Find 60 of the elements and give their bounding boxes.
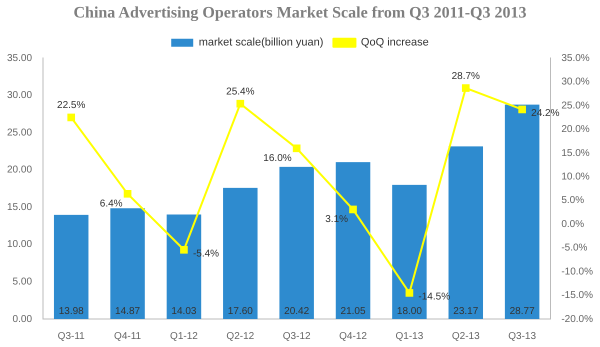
data-label: 21.05: [340, 306, 366, 317]
point: [518, 106, 526, 114]
x-tick-label: Q3-12: [282, 330, 312, 342]
y2-tick-label: 25.0%: [561, 100, 590, 112]
x-tick-label: Q3-13: [508, 330, 536, 342]
y-tick-label: 0.00: [12, 314, 32, 325]
x-tick-label: Q1-13: [396, 330, 424, 342]
point: [349, 206, 357, 214]
chart-title: China Advertising Operators Market Scale from Q3 2011-Q3 2013: [74, 4, 526, 22]
x-tick-label: Q3-11: [58, 330, 86, 342]
data-label: 20.42: [284, 306, 310, 317]
y2-tick-label: 0.0%: [561, 218, 584, 230]
x-tick-label: Q1-12: [170, 330, 198, 342]
x-tick-label: Q2-13: [452, 330, 480, 342]
y-tick-label: 30.00: [6, 90, 32, 102]
data-label: 13.98: [58, 306, 84, 317]
x-tick-label: Q4-12: [339, 330, 368, 342]
bar: [110, 208, 145, 319]
data-label: 22.5%: [57, 100, 86, 112]
x-tick-label: Q4-11: [114, 330, 142, 342]
y-tick-label: 5.00: [12, 276, 32, 288]
point: [124, 190, 132, 198]
data-label: 18.00: [396, 306, 422, 317]
y2-tick-label: 15.0%: [561, 148, 590, 159]
x-tick-label: Q2-12: [226, 330, 255, 342]
bar: [223, 188, 258, 319]
y2-tick-label: 5.0%: [561, 195, 584, 206]
point: [67, 114, 76, 122]
y2-tick-label: 30.0%: [561, 76, 590, 88]
legend-label: market scale(billion yuan): [198, 36, 324, 49]
data-label: 28.77: [510, 306, 536, 317]
y-tick-label: 10.00: [6, 239, 32, 250]
data-label: 23.17: [453, 306, 479, 317]
data-label: 14.87: [115, 306, 141, 317]
data-label: 6.4%: [100, 198, 123, 210]
point: [236, 100, 244, 108]
y2-tick-label: 10.0%: [561, 171, 590, 182]
y-tick-label: 15.00: [6, 202, 32, 213]
data-label: 28.7%: [452, 70, 480, 82]
y-tick-label: 20.00: [6, 164, 32, 176]
legend-label: QoQ increase: [360, 36, 429, 49]
point: [406, 289, 414, 297]
point: [180, 246, 188, 254]
data-label: 14.03: [171, 306, 197, 317]
y-tick-label: 25.00: [6, 127, 32, 138]
data-label: 16.0%: [263, 153, 292, 164]
y2-tick-label: 35.0%: [561, 52, 590, 64]
data-label: 17.60: [228, 306, 254, 317]
point: [462, 84, 470, 92]
y-tick-label: 35.00: [6, 52, 32, 64]
y2-tick-label: -5.0%: [561, 242, 588, 254]
y2-tick-label: -15.0%: [561, 290, 594, 302]
bar: [54, 214, 88, 319]
bar: [279, 166, 314, 319]
y2-tick-label: 20.0%: [561, 124, 590, 136]
data-label: 25.4%: [226, 86, 255, 98]
point: [292, 144, 300, 152]
y2-tick-label: -10.0%: [561, 266, 594, 278]
bar: [448, 146, 484, 319]
y2-tick-label: -20.0%: [561, 314, 594, 325]
